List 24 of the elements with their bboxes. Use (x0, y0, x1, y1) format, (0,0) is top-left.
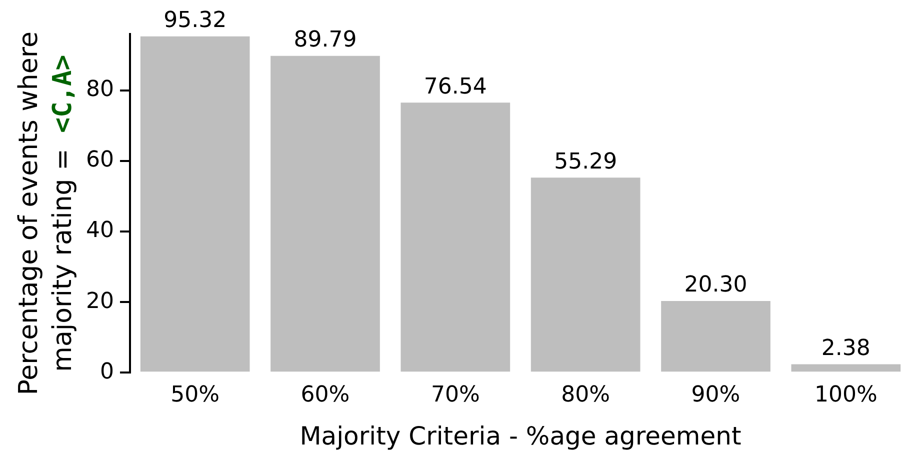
data-label: 55.29 (554, 149, 618, 174)
y-tick-label: 80 (86, 77, 114, 102)
bar (270, 56, 380, 372)
y-tick-label: 60 (86, 148, 114, 173)
data-label: 89.79 (294, 28, 357, 53)
bar (140, 36, 250, 372)
bar (400, 102, 510, 372)
data-label: 76.54 (424, 74, 487, 100)
bar (661, 301, 770, 372)
data-label: 20.30 (684, 272, 748, 298)
data-label: 2.38 (821, 336, 870, 361)
y-tick-label: 20 (86, 288, 114, 314)
x-tick-label: 50% (170, 382, 220, 408)
bar (791, 364, 901, 372)
x-tick-label: 60% (300, 382, 350, 408)
x-tick-label: 90% (691, 382, 740, 408)
bar (530, 178, 640, 372)
x-axis-title: Majority Criteria - %age agreement (300, 422, 742, 450)
x-tick-label: 80% (561, 382, 610, 408)
x-tick-label: 100% (814, 382, 878, 408)
x-tick-label: 70% (430, 382, 480, 408)
y-tick-label: 0 (100, 359, 114, 384)
y-tick-label: 40 (86, 218, 114, 244)
data-label: 95.32 (164, 8, 227, 34)
